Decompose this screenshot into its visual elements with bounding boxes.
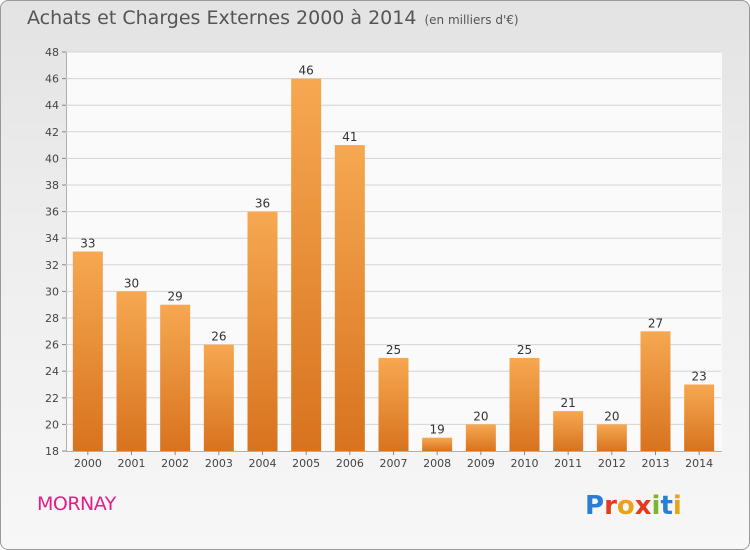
bar-value-label: 29 [168,290,183,304]
logo-letter: i [672,491,682,521]
y-tick-label: 40 [45,152,59,165]
logo-letter: t [660,491,673,521]
bar [247,211,278,451]
logo-letter: x [634,491,652,521]
title-text: Achats et Charges Externes 2000 à 2014 [27,7,417,29]
y-tick-label: 20 [45,418,59,431]
bar-value-label: 41 [342,130,357,144]
bar-value-label: 20 [473,409,488,423]
bar [684,384,715,451]
commune-name: MORNAY [37,493,116,515]
logo-letter: i [651,491,661,521]
bar [596,424,627,451]
y-tick-label: 24 [45,365,59,378]
x-tick-label: 2013 [642,457,670,470]
bar-value-label: 33 [80,237,95,251]
bar-value-label: 46 [299,64,314,78]
logo-letter: o [616,491,635,521]
y-tick-label: 34 [45,232,59,245]
logo-letter: r [604,491,617,521]
logo-letter: P [585,491,605,521]
y-tick-label: 22 [45,392,59,405]
x-tick-label: 2006 [336,457,364,470]
bar [422,437,453,451]
x-tick-label: 2005 [292,457,320,470]
bar-value-label: 30 [124,276,139,290]
bar-value-label: 20 [604,409,619,423]
x-tick-label: 2009 [467,457,495,470]
y-tick-label: 42 [45,126,59,139]
bar-value-label: 25 [386,343,401,357]
bar [378,357,409,451]
x-tick-label: 2004 [249,457,277,470]
bar-value-label: 23 [692,370,707,384]
bar-value-label: 36 [255,197,270,211]
x-tick-label: 2014 [685,457,713,470]
y-tick-label: 26 [45,339,59,352]
y-tick-label: 36 [45,206,59,219]
x-tick-label: 2012 [598,457,626,470]
x-tick-label: 2002 [161,457,189,470]
bar [291,78,322,451]
x-tick-label: 2007 [380,457,408,470]
y-tick-label: 48 [45,46,59,59]
bar-value-label: 27 [648,316,663,330]
x-tick-label: 2011 [554,457,582,470]
chart-title: Achats et Charges Externes 2000 à 2014 (e… [27,7,519,29]
x-tick-label: 2003 [205,457,233,470]
bar-value-label: 19 [430,423,445,437]
y-tick-label: 30 [45,285,59,298]
x-tick-label: 2001 [118,457,146,470]
bar [203,344,234,451]
proxiti-logo: Proxiti [585,491,682,521]
y-tick-label: 38 [45,179,59,192]
y-tick-label: 44 [45,99,59,112]
bar [509,357,540,451]
x-tick-label: 2008 [423,457,451,470]
bar [465,424,496,451]
y-tick-label: 32 [45,259,59,272]
y-tick-label: 28 [45,312,59,325]
y-tick-label: 18 [45,445,59,458]
title-unit: (en milliers d'€) [424,13,519,27]
y-tick-label: 46 [45,73,59,86]
bar [72,251,103,451]
bar [553,411,584,451]
bar-value-label: 21 [561,396,576,410]
bar-value-label: 26 [211,330,226,344]
bar [116,291,147,451]
bar-value-label: 25 [517,343,532,357]
bar [160,304,191,451]
bar [640,331,671,451]
x-tick-label: 2000 [74,457,102,470]
bar [334,145,365,451]
x-tick-label: 2010 [511,457,539,470]
